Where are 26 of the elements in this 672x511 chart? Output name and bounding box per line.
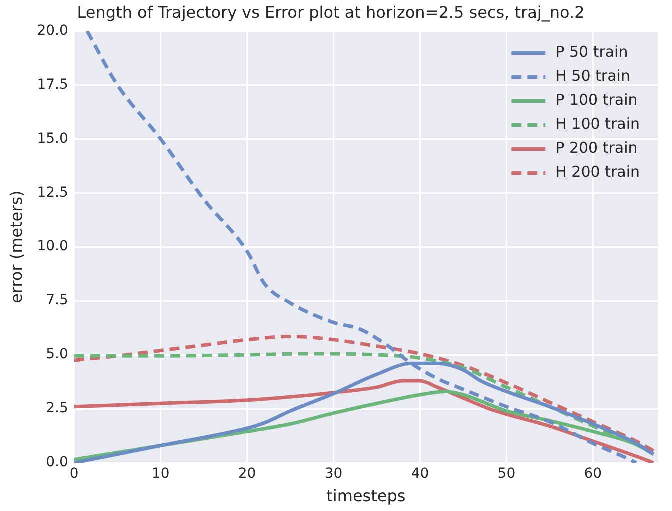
x-axis-title: timesteps [326, 486, 406, 506]
y-tick-label: 10.0 [37, 238, 68, 255]
x-tick-label: 40 [411, 466, 430, 482]
x-tick-label: 0 [70, 466, 79, 482]
x-tick-label: 30 [324, 466, 343, 482]
legend-label: P 200 train [556, 139, 638, 158]
y-tick-label: 2.5 [46, 400, 68, 417]
legend-label: H 200 train [556, 163, 640, 182]
y-tick-label: 12.5 [37, 184, 68, 201]
y-tick-label: 17.5 [37, 76, 68, 93]
legend-label: H 50 train [556, 67, 630, 86]
chart-title: Length of Trajectory vs Error plot at horizon=2.5 secs, traj_no.2 [77, 2, 585, 22]
y-axis-title: error (meters) [6, 190, 26, 304]
x-tick-label: 10 [152, 466, 170, 482]
y-tick-label: 7.5 [46, 292, 68, 309]
y-tick-label: 20.0 [37, 22, 68, 39]
y-tick-label: 0.0 [46, 454, 68, 471]
y-tick-label: 5.0 [46, 346, 68, 363]
x-tick-label: 20 [238, 466, 256, 482]
legend-label: P 100 train [556, 91, 638, 110]
x-tick-label: 50 [498, 466, 516, 482]
legend-label: H 100 train [556, 115, 640, 134]
y-tick-label: 15.0 [37, 130, 68, 147]
x-tick-label: 60 [584, 466, 602, 482]
line-series [74, 334, 656, 453]
legend-label: P 50 train [556, 43, 628, 62]
